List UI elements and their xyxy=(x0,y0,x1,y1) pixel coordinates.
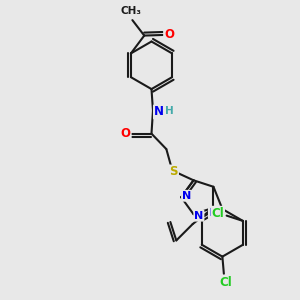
Text: O: O xyxy=(164,28,174,41)
Text: O: O xyxy=(121,127,130,140)
Text: N: N xyxy=(209,208,218,218)
Text: N: N xyxy=(154,106,164,118)
Text: N: N xyxy=(182,191,191,201)
Text: H: H xyxy=(165,106,174,116)
Text: S: S xyxy=(169,166,178,178)
Text: Cl: Cl xyxy=(219,276,232,289)
Text: Cl: Cl xyxy=(211,207,224,220)
Text: CH₃: CH₃ xyxy=(120,6,141,16)
Text: N: N xyxy=(194,211,203,221)
